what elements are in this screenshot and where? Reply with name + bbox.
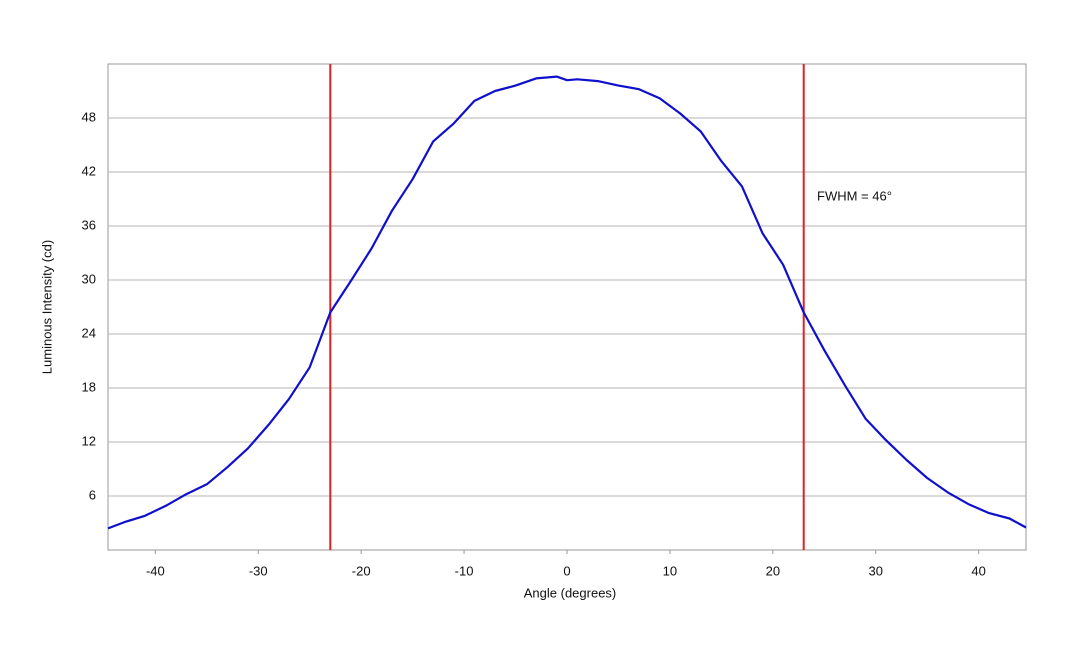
x-axis-label: Angle (degrees) (524, 585, 617, 600)
x-tick-label: 20 (766, 563, 780, 578)
y-tick-label: 42 (82, 163, 96, 178)
annotation: FWHM = 46° (817, 188, 892, 203)
intensity-line (107, 75, 1027, 530)
y-tick-label: 24 (82, 325, 96, 340)
y-axis-label: Luminous Intensity (cd) (39, 240, 54, 374)
y-tick-label: 36 (82, 217, 96, 232)
y-tick-label: 6 (89, 487, 96, 502)
x-tick-label: -30 (249, 563, 268, 578)
y-tick-label: 30 (82, 271, 96, 286)
y-tick-label: 12 (82, 433, 96, 448)
x-tick-label: -20 (352, 563, 371, 578)
x-tick-label: 30 (869, 563, 883, 578)
x-tick-label: 0 (563, 563, 570, 578)
x-tick-label: 10 (663, 563, 677, 578)
y-tick-label: 18 (82, 379, 96, 394)
x-tick-label: -40 (146, 563, 165, 578)
y-tick-label: 48 (82, 109, 96, 124)
plot-frame (107, 63, 1027, 551)
x-tick-label: 40 (971, 563, 985, 578)
x-tick-label: -10 (455, 563, 474, 578)
